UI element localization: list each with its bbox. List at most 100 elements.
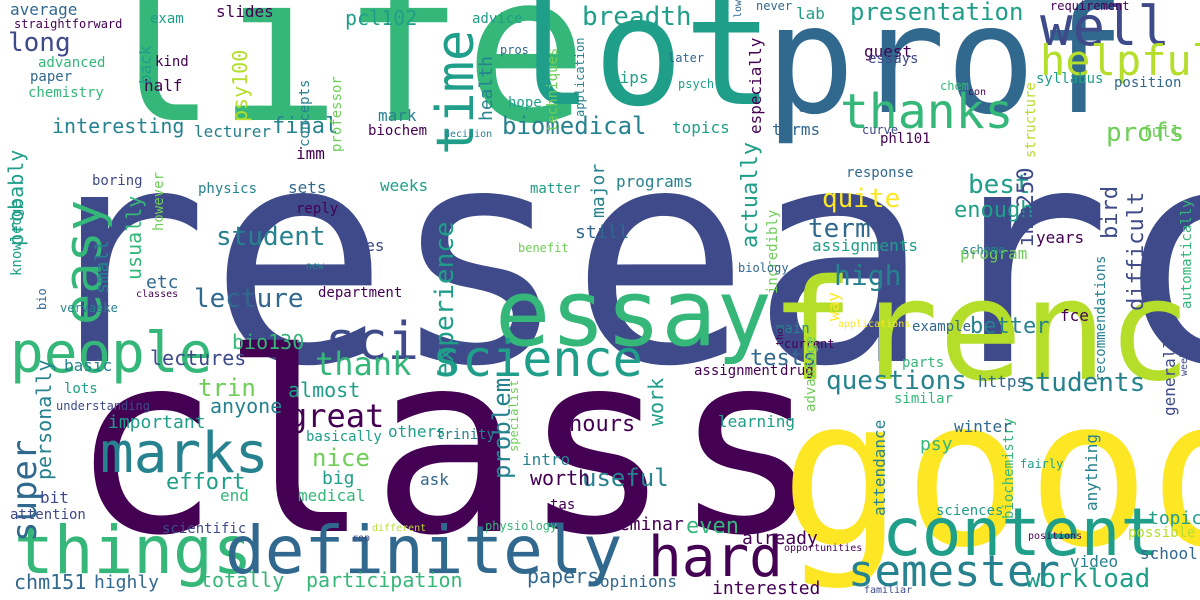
word-lecture: lecture	[194, 284, 304, 314]
word-applications: applications	[838, 319, 911, 330]
word-research: research	[28, 83, 1200, 432]
word-fairly: fairly	[1020, 457, 1064, 471]
word-small: small	[92, 239, 113, 294]
word-physiology: physiology	[485, 519, 558, 533]
word-programs: programs	[616, 172, 694, 191]
word-things: things	[14, 512, 253, 589]
word-phl101: phl101	[880, 131, 931, 147]
word-interested: interested	[712, 578, 821, 599]
word-vervaeke: vervaeke	[60, 301, 118, 315]
word-intro: intro	[522, 450, 571, 469]
word-french: french	[770, 250, 1200, 413]
word-tho: tho	[775, 327, 786, 346]
word-even: even	[686, 514, 739, 539]
word-prof: prof	[765, 0, 1127, 148]
word-trin: trin	[198, 374, 256, 402]
word-thank: thank	[315, 345, 412, 383]
word-definitely: definitely	[225, 512, 623, 589]
word-program: program	[960, 244, 1028, 263]
word-enough: enough	[954, 198, 1034, 223]
word-important: important	[108, 412, 206, 433]
word-low: low	[733, 0, 744, 18]
word-automatically: automatically	[1179, 199, 1195, 309]
word-scheme: scheme	[962, 243, 1006, 257]
word-opportunities: opportunities	[784, 543, 863, 554]
word-later: later	[668, 51, 705, 65]
word-lot: lot	[503, 0, 774, 140]
word-big: big	[322, 468, 355, 489]
word-assignments: assignments	[812, 236, 918, 255]
word-nice: nice	[312, 444, 370, 472]
word-breadth: breadth	[582, 2, 692, 32]
word-well: well	[1040, 0, 1171, 58]
word-guest: guest	[864, 42, 913, 61]
word-exam: exam	[150, 11, 184, 27]
word-anything: anything	[1082, 433, 1101, 511]
word-curve: curve	[862, 123, 899, 137]
word-advice: advice	[472, 11, 523, 27]
word-tests: tests	[750, 346, 817, 371]
word-possible: possible	[1128, 525, 1196, 541]
word-totally: totally	[200, 568, 285, 592]
word-psy100: psy100	[228, 49, 252, 122]
word-trinity: trinity	[436, 427, 496, 443]
word-ask: ask	[420, 470, 449, 489]
word-student: student	[216, 222, 326, 252]
word-opinions: opinions	[600, 572, 678, 591]
word-content: content	[882, 494, 1161, 571]
word-difficult: difficult	[1124, 191, 1149, 311]
word-psy: psy	[920, 434, 953, 455]
word-topics: topics	[672, 118, 730, 137]
word-chem: chem	[940, 79, 969, 93]
word-etc: etc	[146, 272, 179, 293]
word-hard: hard	[648, 525, 783, 590]
word-biochem: biochem	[368, 123, 428, 139]
word-best: best	[968, 170, 1031, 200]
word-sciences: sciences	[936, 503, 1004, 519]
word-great: great	[288, 397, 385, 435]
word-main: main	[776, 321, 810, 337]
word-decision: decision	[444, 129, 493, 140]
word-worth: worth	[530, 466, 591, 490]
word-generally: generally	[1160, 329, 1179, 416]
word-matter: matter	[530, 181, 581, 197]
word-paper: paper	[30, 69, 73, 85]
word-never: never	[756, 0, 793, 13]
word-bit: bit	[40, 488, 69, 507]
word-tips: tips	[610, 68, 649, 87]
word-lectures: lectures	[150, 346, 247, 370]
word-similar: similar	[894, 391, 954, 407]
word-boring: boring	[92, 173, 143, 189]
word-physics: physics	[198, 181, 258, 197]
word-almost: almost	[288, 378, 361, 402]
word-assignment: assignment	[694, 363, 779, 379]
word-essays: essays	[868, 51, 919, 67]
word-class: class	[70, 299, 823, 590]
word-work: work	[644, 377, 668, 426]
word-especially: especially	[746, 37, 765, 134]
word-straightforward: straightforward	[14, 17, 123, 31]
word-terms: terms	[772, 120, 821, 139]
word-major: major	[588, 163, 609, 218]
word-winter: winter	[954, 417, 1012, 436]
word-back: back	[136, 45, 155, 84]
word-bird: bird	[1098, 186, 1123, 239]
word-response: response	[846, 165, 914, 181]
word-effort: effort	[166, 470, 246, 495]
word-drug: drug	[780, 363, 814, 379]
word-long: long	[8, 28, 71, 58]
word-syllabus: syllabus	[1036, 71, 1104, 87]
word-biomedical: biomedical	[502, 112, 647, 140]
word-way: way	[824, 292, 843, 321]
word-position: position	[1114, 75, 1182, 91]
word-sets: sets	[288, 178, 327, 197]
word-tas: tas	[550, 497, 576, 513]
word-pros: pros	[500, 43, 529, 57]
word-fce: fce	[1060, 306, 1089, 325]
word-actually: actually	[738, 142, 763, 248]
word-bio130: bio130	[232, 330, 305, 354]
word-years: years	[1036, 228, 1085, 247]
word-final: final	[272, 114, 339, 139]
word-chemistry: chemistry	[28, 85, 104, 101]
word-learning: learning	[718, 412, 796, 431]
